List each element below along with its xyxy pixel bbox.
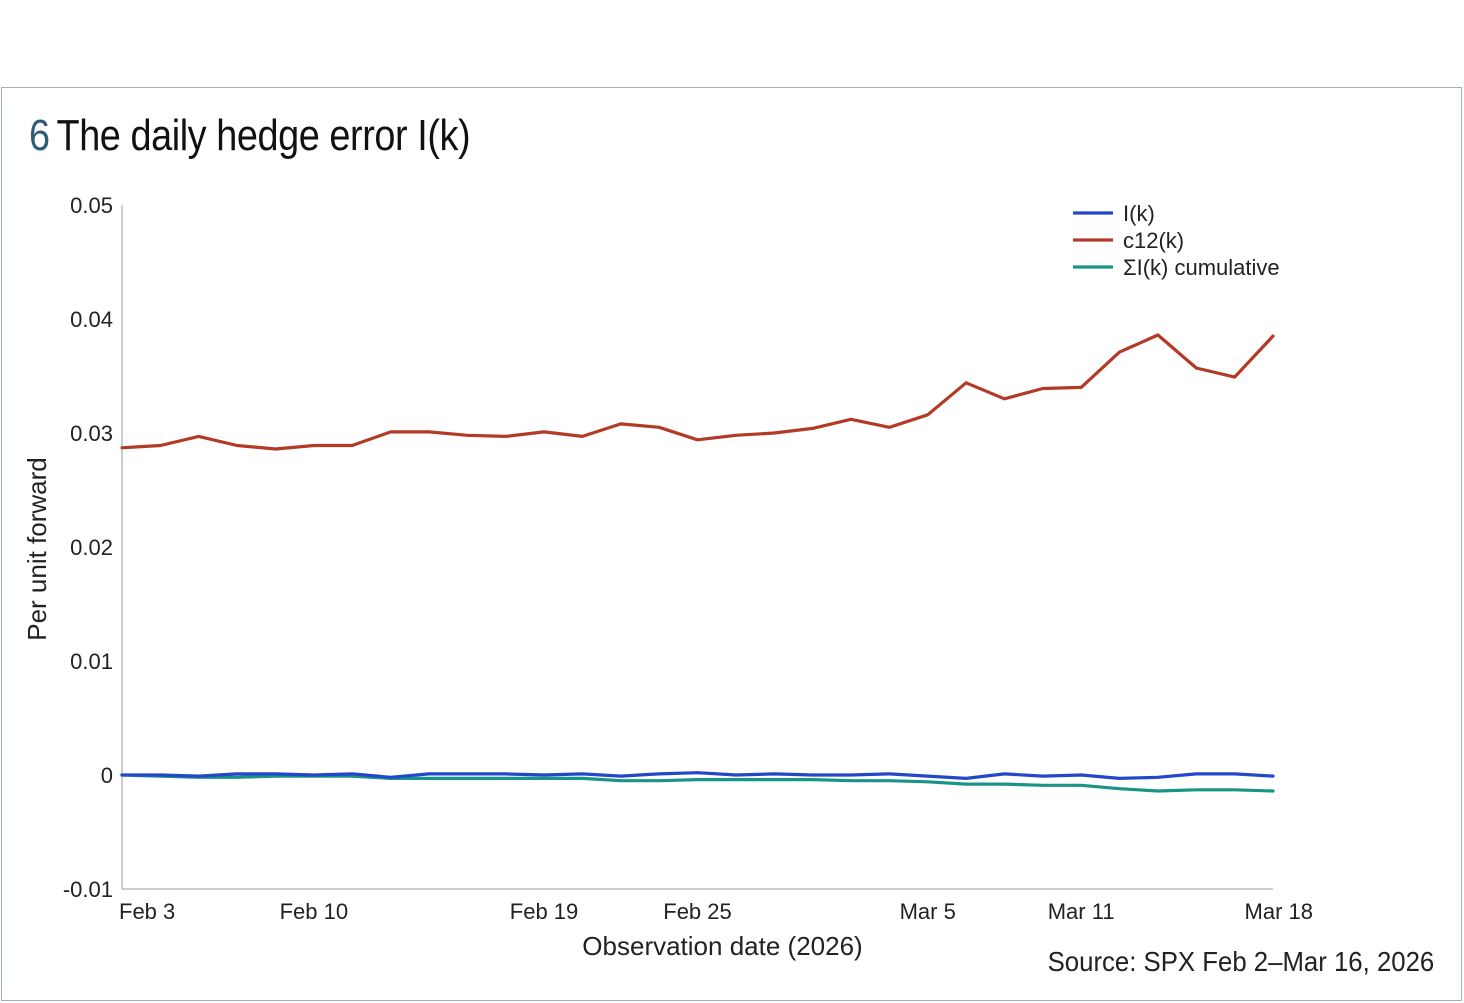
figure-title: 6 The daily hedge error I(k) xyxy=(29,110,471,162)
figure-title-text: The daily hedge error I(k) xyxy=(56,111,471,160)
y-tick-label: 0 xyxy=(101,763,113,788)
y-tick-label: 0.05 xyxy=(70,193,113,218)
legend-label: ΣI(k) cumulative xyxy=(1123,255,1280,280)
y-axis-title: Per unit forward xyxy=(22,457,52,641)
x-tick-label: Mar 5 xyxy=(900,899,956,924)
x-axis-title: Observation date (2026) xyxy=(582,931,862,961)
x-tick-label: Mar 18 xyxy=(1245,899,1313,924)
figure-panel xyxy=(1,87,1462,1001)
x-tick-label: Feb 25 xyxy=(663,899,732,924)
y-tick-label: 0.03 xyxy=(70,421,113,446)
x-tick-label: Feb 3 xyxy=(119,899,175,924)
series-line xyxy=(120,333,1275,451)
source-note: Source: SPX Feb 2–Mar 16, 2026 xyxy=(1047,946,1434,977)
y-tick-label: 0.04 xyxy=(70,307,113,332)
y-tick-label: 0.01 xyxy=(70,649,113,674)
legend-label: c12(k) xyxy=(1123,228,1184,253)
x-tick-label: Feb 19 xyxy=(510,899,579,924)
legend-label: I(k) xyxy=(1123,201,1155,226)
y-tick-label: 0.02 xyxy=(70,535,113,560)
series-line xyxy=(120,771,1275,781)
figure-number: 6 xyxy=(29,111,50,160)
x-tick-label: Mar 11 xyxy=(1048,899,1115,924)
y-tick-label: -0.01 xyxy=(63,877,113,902)
x-tick-label: Feb 10 xyxy=(280,899,349,924)
